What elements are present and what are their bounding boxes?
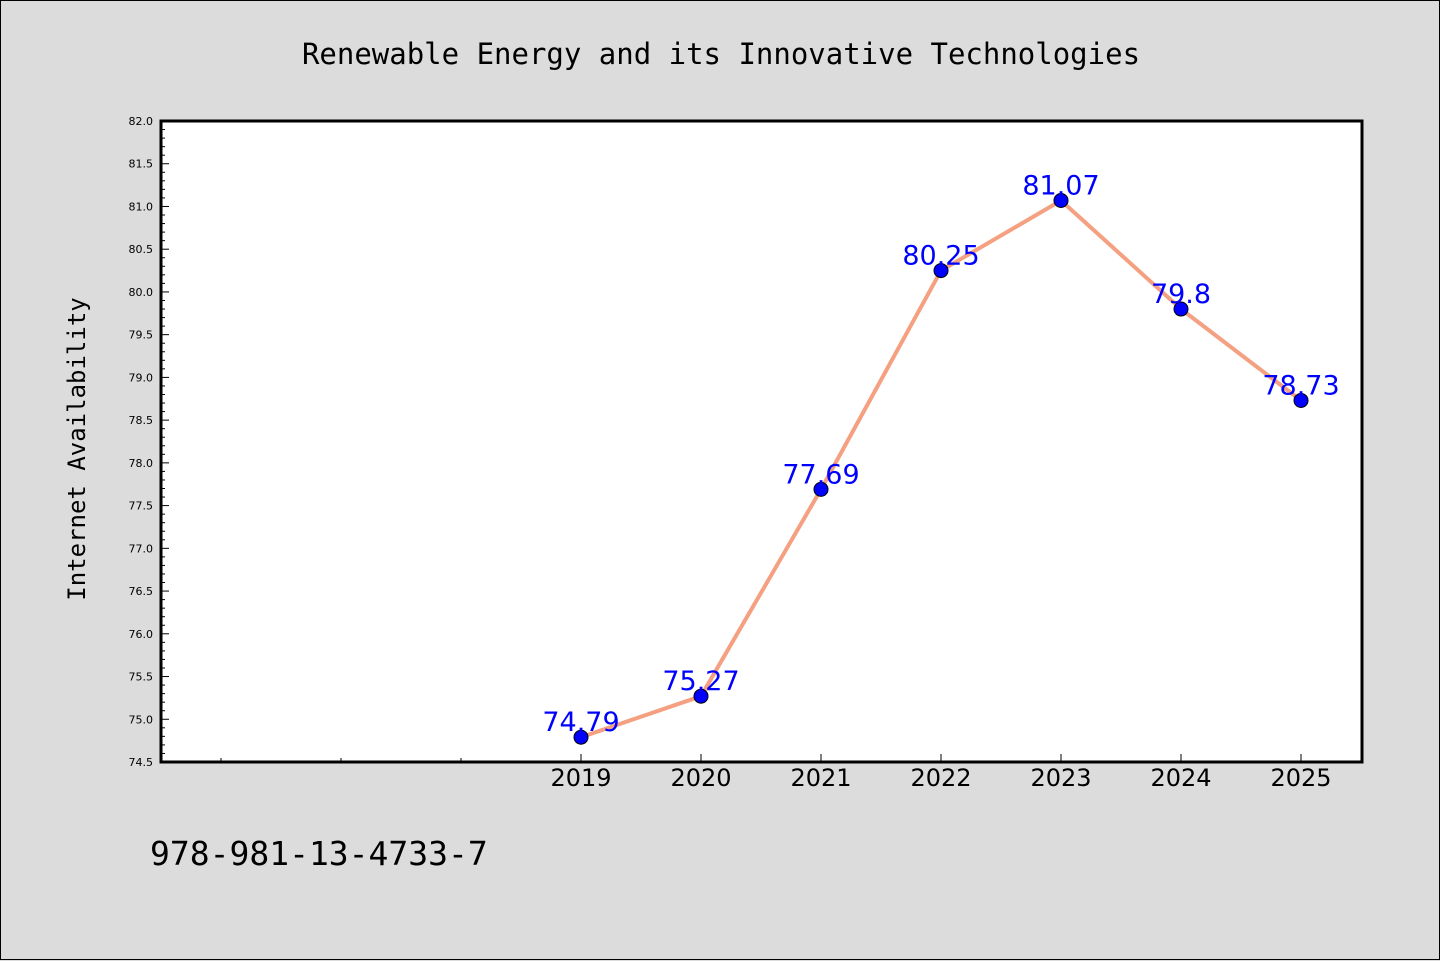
- data-point-marker: [1053, 192, 1069, 208]
- y-tick-label: 79.0: [129, 371, 154, 384]
- plot-area: [161, 121, 1362, 762]
- data-point-marker: [1293, 392, 1309, 408]
- x-tick-label: 2023: [1030, 764, 1091, 792]
- plot-border: [159, 119, 1364, 764]
- y-tick-label: 77.0: [129, 542, 154, 555]
- data-point-marker: [933, 263, 949, 279]
- data-point-marker: [1173, 301, 1189, 317]
- chart-title: Renewable Energy and its Innovative Tech…: [302, 37, 1140, 71]
- y-axis-ticks: 74.5 75.0 75.5 76.0 76.5 77.0 77.5 78.0 78.5 79.0…: [129, 115, 169, 769]
- y-tick-label: 78.0: [129, 457, 154, 470]
- x-tick-label: 2025: [1270, 764, 1331, 792]
- y-tick-label: 81.5: [129, 158, 154, 171]
- x-tick-label: 2024: [1150, 764, 1211, 792]
- data-point-marker: [573, 729, 589, 745]
- data-point-marker: [693, 688, 709, 704]
- y-tick-label: 79.5: [129, 329, 154, 342]
- x-axis-ticks: 2019 2020 2021 2022 2023 2024 2025: [220, 754, 1332, 792]
- y-tick-label: 80.0: [129, 286, 154, 299]
- footnote-isbn: 978-981-13-4733-7: [150, 834, 488, 873]
- data-point-label: 74.79: [542, 707, 619, 738]
- data-point-label: 75.27: [662, 666, 739, 697]
- data-point-label: 77.69: [782, 459, 859, 490]
- y-tick-label: 74.5: [129, 756, 154, 769]
- y-tick-label: 77.5: [129, 500, 154, 513]
- series-group: [573, 192, 1309, 745]
- x-tick-label: 2019: [550, 764, 611, 792]
- x-tick-label: 2022: [910, 764, 971, 792]
- y-tick-label: 76.5: [129, 585, 154, 598]
- y-tick-label: 75.0: [129, 713, 154, 726]
- data-point-label: 78.73: [1262, 370, 1339, 401]
- y-axis-label: Internet Availability: [63, 297, 91, 600]
- data-labels-group: 74.79 75.27 77.69 80.25 81.07 79.8 78.73: [542, 170, 1339, 738]
- y-tick-label: 78.5: [129, 414, 154, 427]
- y-tick-label: 81.0: [129, 200, 154, 213]
- data-point-label: 81.07: [1022, 170, 1099, 201]
- y-tick-label: 80.5: [129, 243, 154, 256]
- data-point-label: 80.25: [902, 241, 979, 272]
- x-tick-label: 2020: [670, 764, 731, 792]
- x-tick-label: 2021: [790, 764, 851, 792]
- data-point-label: 79.8: [1151, 279, 1211, 310]
- y-tick-label: 75.5: [129, 671, 154, 684]
- data-point-marker: [813, 481, 829, 497]
- y-tick-label: 82.0: [129, 115, 154, 128]
- y-tick-label: 76.0: [129, 628, 154, 641]
